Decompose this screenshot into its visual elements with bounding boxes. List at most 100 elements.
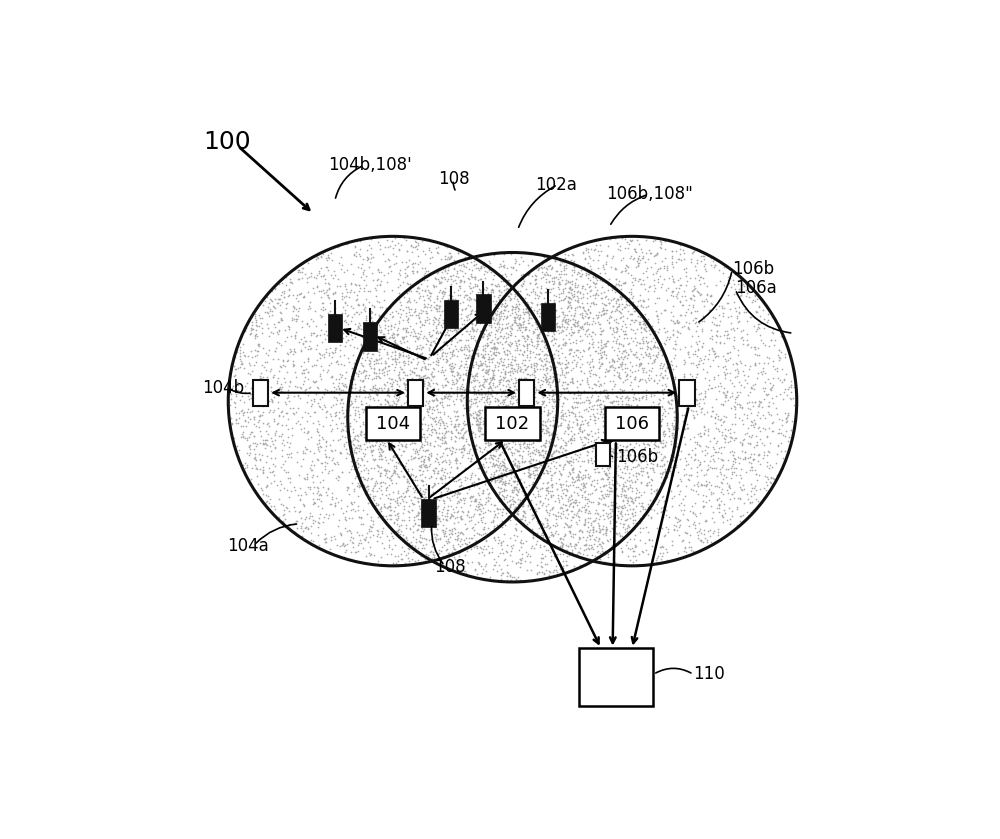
Point [351,284,367,298]
Point [297,341,313,354]
Bar [605,407,659,440]
Point [607,489,623,503]
Point [274,427,290,440]
Point [370,369,386,383]
Point [496,284,512,297]
Point [589,550,605,563]
Point [491,378,507,391]
Point [332,445,348,458]
Point [467,270,483,284]
Point [239,434,255,447]
Point [665,431,681,445]
Point [399,483,415,497]
Point [565,313,581,326]
Point [384,414,400,427]
Point [490,550,506,563]
Point [539,512,555,525]
Point [346,307,362,320]
Point [480,382,496,395]
Point [489,379,505,393]
Point [275,359,291,373]
Point [703,258,719,272]
Point [605,495,621,508]
Point [600,293,616,306]
Point [627,305,643,318]
Point [463,292,479,305]
Point [461,263,477,276]
Point [388,459,404,472]
Point [521,337,537,351]
Point [751,448,767,461]
Point [604,504,620,518]
Point [258,373,274,387]
Point [248,313,264,326]
Point [541,530,557,544]
Point [631,249,647,263]
Point [405,481,421,494]
Point [367,428,383,441]
Point [579,428,595,441]
Point [501,436,517,450]
Point [446,253,462,267]
Point [497,477,513,490]
Point [496,459,512,472]
Point [578,402,594,415]
Point [313,372,329,385]
Point [473,511,489,524]
Point [323,370,339,383]
Point [455,431,471,445]
Point [300,523,316,536]
Point [423,329,439,342]
Point [320,288,336,301]
Point [570,504,586,518]
Point [513,268,529,282]
Point [456,313,472,326]
Point [271,364,287,378]
Point [727,452,743,466]
Point [451,258,467,272]
Point [620,267,636,280]
Point [578,241,594,254]
Point [327,301,343,315]
Point [237,466,253,479]
Point [487,391,503,404]
Point [622,251,638,264]
Point [487,474,503,487]
Point [301,511,317,524]
Point [553,302,569,315]
Point [273,477,289,491]
Point [626,446,642,459]
Point [680,447,696,461]
Point [461,363,477,377]
Point [663,289,679,302]
Point [588,524,604,538]
Point [328,356,344,369]
Point [498,300,514,313]
Point [743,310,759,324]
Point [620,494,636,508]
Point [509,285,525,299]
Point [461,313,477,326]
Point [505,410,521,424]
Point [724,431,740,445]
Point [538,315,554,328]
Point [685,300,701,314]
Point [673,503,689,517]
Point [581,396,597,409]
Point [468,339,484,352]
Point [557,277,573,290]
Point [601,456,617,470]
Point [617,317,633,331]
Point [519,407,535,420]
Point [744,381,760,394]
Point [497,300,513,313]
Point [605,530,621,544]
Point [360,472,376,485]
Point [718,388,734,402]
Point [402,294,418,308]
Point [476,442,492,456]
Point [459,403,475,416]
Point [417,493,433,507]
Point [532,427,548,440]
Point [404,308,420,321]
